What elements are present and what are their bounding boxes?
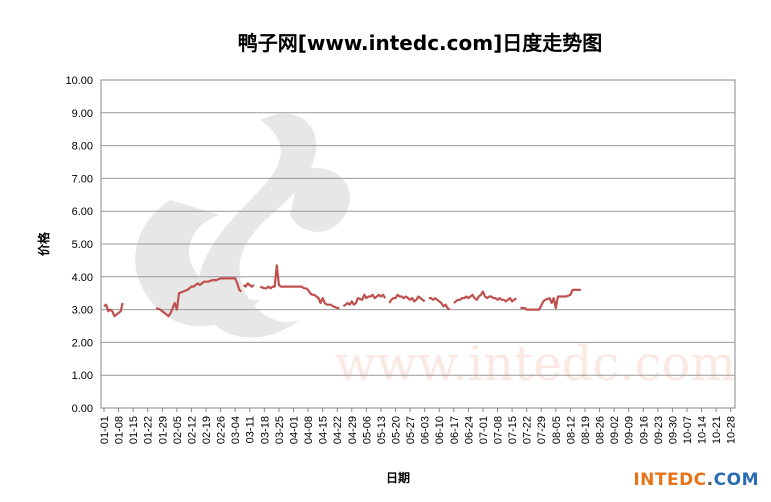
y-axis-title: 价格 bbox=[36, 231, 51, 256]
watermark-url: www.intedc.com bbox=[335, 336, 736, 392]
x-tick-label: 02-12 bbox=[186, 416, 198, 444]
x-tick-label: 01-15 bbox=[128, 416, 140, 444]
x-tick-label: 07-08 bbox=[493, 416, 505, 444]
watermark: www.intedc.com bbox=[135, 113, 736, 392]
x-tick-label: 01-22 bbox=[143, 416, 155, 444]
x-tick-label: 03-18 bbox=[259, 416, 271, 444]
x-tick-label: 05-06 bbox=[361, 416, 373, 444]
x-tick-label: 06-24 bbox=[463, 416, 475, 444]
duck-logo-watermark bbox=[135, 113, 350, 338]
y-tick-label: 10.00 bbox=[65, 75, 93, 87]
x-tick-label: 09-09 bbox=[624, 416, 636, 444]
y-tick-label: 5.00 bbox=[72, 239, 93, 251]
x-tick-label: 10-14 bbox=[697, 416, 709, 444]
series-line-segment bbox=[155, 277, 243, 318]
x-tick-label: 01-08 bbox=[114, 416, 126, 444]
x-tick-label: 04-22 bbox=[332, 416, 344, 444]
series-line-segment bbox=[388, 293, 426, 304]
y-tick-label: 3.00 bbox=[72, 305, 93, 317]
x-tick-label: 04-01 bbox=[288, 416, 300, 444]
x-tick-label: 01-01 bbox=[99, 416, 111, 444]
y-tick-label: 8.00 bbox=[72, 141, 93, 153]
x-tick-label: 07-15 bbox=[507, 416, 519, 444]
x-tick-label: 07-01 bbox=[478, 416, 490, 444]
x-tick-label: 04-15 bbox=[318, 416, 330, 444]
y-axis-ticks: 0.00 1.00 2.00 3.00 4.00 5.00 6.00 7.00 8.00 9.00… bbox=[65, 75, 93, 415]
series-line-segment bbox=[453, 290, 517, 304]
x-tick-label: 08-05 bbox=[551, 416, 563, 444]
series-line-segment bbox=[428, 297, 451, 311]
y-tick-label: 6.00 bbox=[72, 206, 93, 218]
x-tick-label: 10-28 bbox=[726, 416, 738, 444]
x-tick-label: 03-04 bbox=[230, 416, 242, 444]
y-tick-label: 9.00 bbox=[72, 108, 93, 120]
x-tick-label: 08-26 bbox=[595, 416, 607, 444]
x-tick-label: 06-17 bbox=[449, 416, 461, 444]
series-line-segment bbox=[242, 282, 255, 288]
series-line-segment bbox=[103, 302, 124, 318]
x-tick-label: 05-27 bbox=[405, 416, 417, 444]
x-tick-label: 07-22 bbox=[522, 416, 534, 444]
x-axis-title: 日期 bbox=[386, 470, 410, 485]
x-tick-label: 10-07 bbox=[682, 416, 694, 444]
plot-area bbox=[100, 79, 736, 409]
x-tick-label: 09-30 bbox=[667, 416, 679, 444]
x-tick-label: 03-11 bbox=[245, 416, 257, 443]
x-tick-label: 09-23 bbox=[653, 416, 665, 444]
y-tick-label: 7.00 bbox=[72, 173, 93, 185]
y-tick-label: 0.00 bbox=[72, 403, 93, 415]
x-tick-label: 09-02 bbox=[609, 416, 621, 444]
series-line-segment bbox=[342, 293, 387, 308]
x-tick-label: 05-13 bbox=[376, 416, 388, 444]
x-tick-label: 06-03 bbox=[420, 416, 432, 444]
chart-title: 鸭子网[www.intedc.com]日度走势图 bbox=[238, 31, 602, 55]
x-tick-label: 03-25 bbox=[274, 416, 286, 444]
x-tick-label: 02-05 bbox=[172, 416, 184, 444]
x-tick-label: 01-29 bbox=[157, 416, 169, 444]
y-tick-label: 1.00 bbox=[72, 370, 93, 382]
y-tick-label: 2.00 bbox=[72, 337, 93, 349]
y-tick-label: 4.00 bbox=[72, 272, 93, 284]
series-lines bbox=[103, 264, 581, 318]
x-tick-label: 10-21 bbox=[711, 416, 723, 444]
x-tick-label: 08-12 bbox=[565, 416, 577, 444]
series-line-segment bbox=[259, 264, 340, 310]
x-tick-label: 02-19 bbox=[201, 416, 213, 444]
x-tick-label: 04-29 bbox=[347, 416, 359, 444]
x-tick-label: 08-19 bbox=[580, 416, 592, 444]
series-line-segment bbox=[520, 288, 581, 311]
x-tick-label: 07-29 bbox=[536, 416, 548, 444]
x-tick-label: 09-16 bbox=[638, 416, 650, 444]
x-tick-label: 02-26 bbox=[216, 416, 228, 444]
x-tick-label: 06-10 bbox=[434, 416, 446, 444]
x-axis-ticks: 01-01 01-08 01-15 01-22 01-29 02-05 02-12 02-19… bbox=[99, 408, 738, 444]
brand-logo: INTEDC.COM bbox=[633, 470, 759, 490]
x-tick-label: 05-20 bbox=[390, 416, 402, 444]
x-tick-label: 04-08 bbox=[303, 416, 315, 444]
